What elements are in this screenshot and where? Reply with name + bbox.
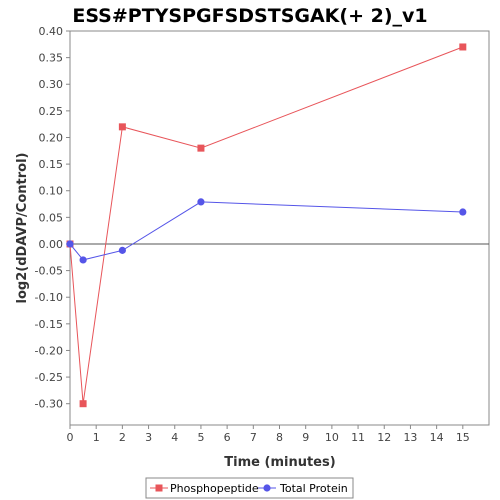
y-tick-label: 0.20: [39, 131, 64, 144]
y-axis-label: log2(dDAVP/Control): [15, 153, 30, 304]
y-tick-label: -0.15: [35, 318, 63, 331]
x-tick-label: 3: [145, 431, 152, 444]
y-tick-label: 0.30: [39, 78, 64, 91]
x-tick-label: 6: [224, 431, 231, 444]
y-tick-label: -0.25: [35, 371, 63, 384]
x-tick-label: 1: [93, 431, 100, 444]
data-point-phosphopeptide: [197, 144, 205, 152]
x-tick-label: 11: [351, 431, 365, 444]
x-tick-label: 0: [67, 431, 74, 444]
data-point-total-protein: [459, 208, 467, 216]
x-tick-label: 4: [171, 431, 178, 444]
x-tick-label: 10: [325, 431, 339, 444]
x-tick-label: 15: [456, 431, 470, 444]
x-axis-label: Time (minutes): [224, 455, 335, 470]
y-tick-label: 0.35: [39, 52, 64, 65]
chart-title: ESS#PTYSPGFSDSTSGAK(+ 2)_v1: [72, 5, 427, 27]
series-layer: [66, 43, 467, 408]
data-point-total-protein: [118, 246, 126, 254]
x-tick-label: 2: [119, 431, 126, 444]
legend: Phosphopeptide Total Protein: [145, 477, 354, 499]
y-tick-label: 0.10: [39, 185, 64, 198]
data-point-total-protein: [79, 256, 87, 264]
y-axis: -0.30 -0.25 -0.20 -0.15 -0.10 -0.05 0.00 0.05 0.…: [35, 25, 70, 411]
x-tick-label: 7: [250, 431, 257, 444]
data-point-total-protein: [66, 240, 74, 248]
plot-area: [69, 30, 490, 426]
y-tick-label: 0.15: [39, 158, 64, 171]
x-tick-label: 12: [377, 431, 391, 444]
x-tick-label: 14: [430, 431, 444, 444]
y-tick-label: 0.05: [39, 211, 64, 224]
data-point-phosphopeptide: [118, 123, 126, 131]
legend-marker-total-protein: [263, 484, 271, 492]
x-tick-label: 9: [302, 431, 309, 444]
x-axis: 0 1 2 3 4 5 6 7 8 9 10 11 12 13 14 15: [67, 425, 470, 444]
x-tick-label: 8: [276, 431, 283, 444]
x-tick-label: 13: [403, 431, 417, 444]
x-tick-label: 5: [197, 431, 204, 444]
y-tick-label: 0.25: [39, 105, 64, 118]
legend-marker-phosphopeptide: [155, 484, 163, 492]
y-tick-label: 0.40: [39, 25, 64, 38]
y-tick-label: -0.20: [35, 344, 63, 357]
data-point-phosphopeptide: [459, 43, 467, 51]
y-tick-label: -0.10: [35, 291, 63, 304]
y-tick-label: -0.05: [35, 265, 63, 278]
data-point-total-protein: [197, 198, 205, 206]
legend-label-total-protein: Total Protein: [279, 482, 348, 495]
data-point-phosphopeptide: [79, 400, 87, 408]
y-tick-label: -0.30: [35, 398, 63, 411]
legend-box: [145, 477, 354, 499]
legend-label-phosphopeptide: Phosphopeptide: [170, 482, 259, 495]
y-tick-label: 0.00: [39, 238, 64, 251]
